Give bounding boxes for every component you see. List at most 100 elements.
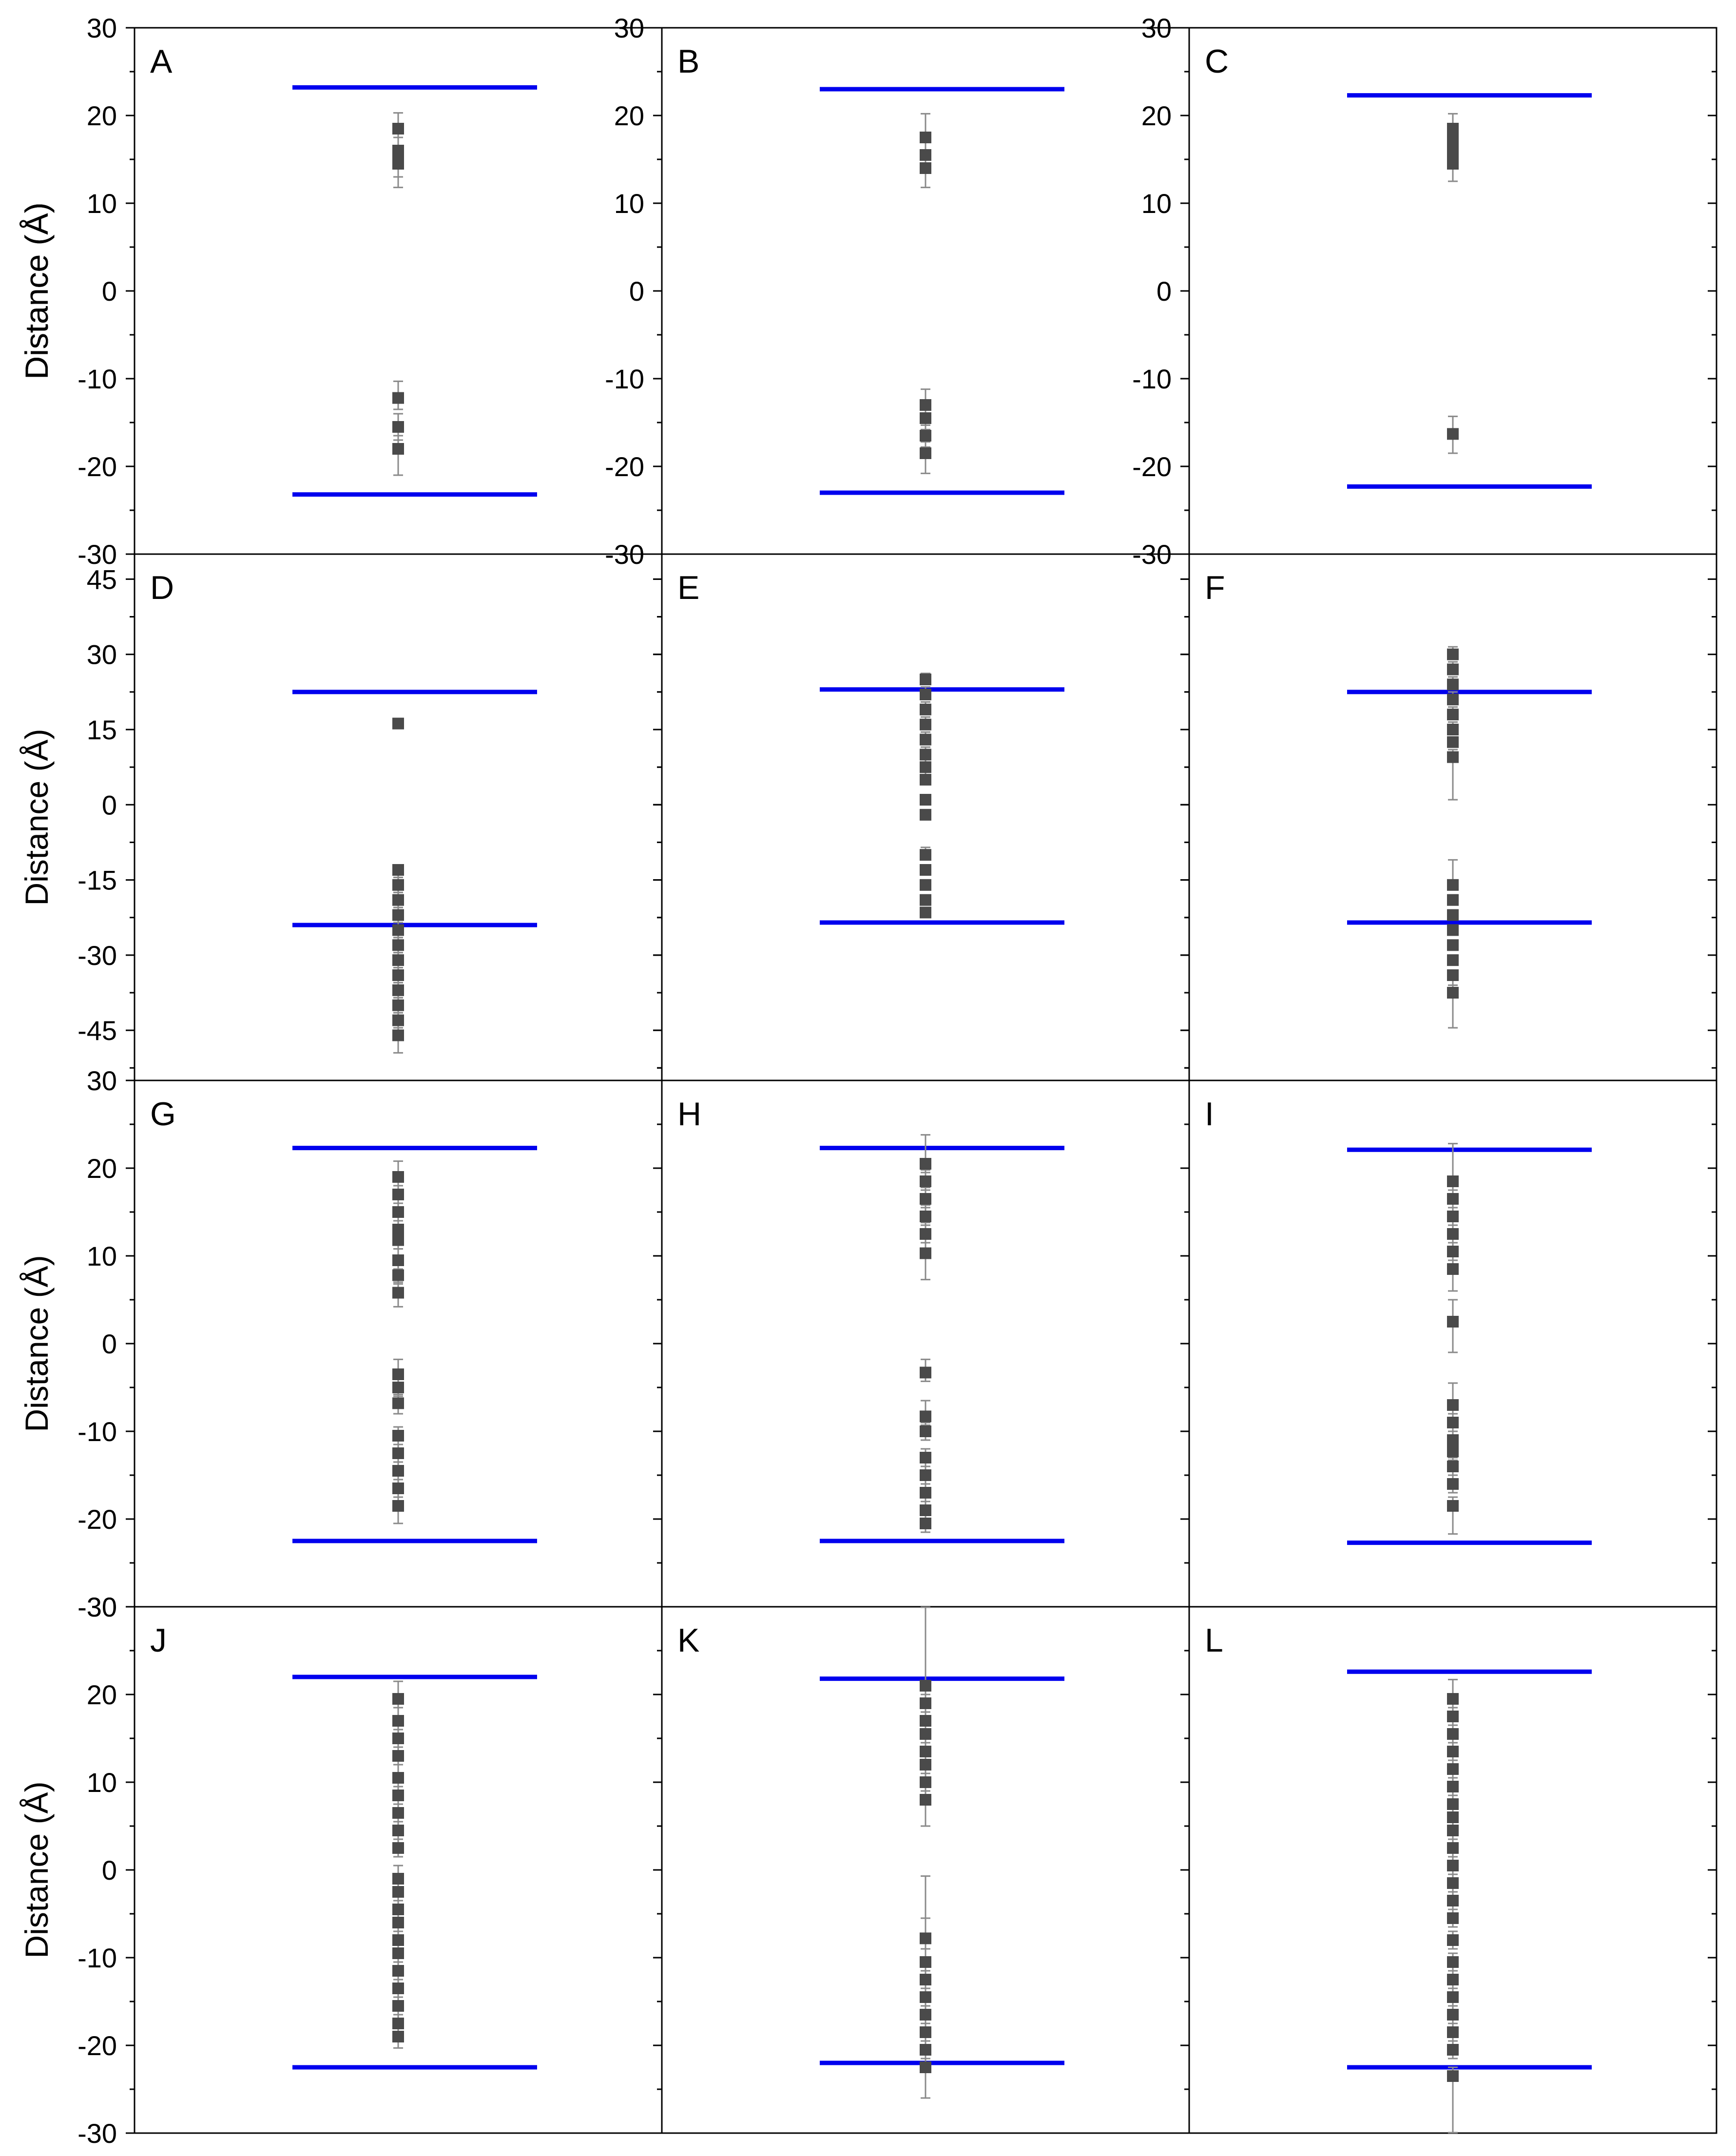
- panel-h-data-point: [920, 1425, 931, 1437]
- panel-d-data-point: [392, 969, 404, 981]
- panel-b-data-point: [920, 430, 931, 442]
- panel-l-data-point: [1447, 2026, 1459, 2038]
- panel-k-data-point: [920, 2061, 931, 2073]
- panel-l-data-point: [1447, 2009, 1459, 2021]
- panel-f-data-point: [1447, 954, 1459, 966]
- panel-h-data-point: [920, 1410, 931, 1423]
- panel-c-data-point: [1447, 428, 1459, 440]
- panel-l-data-point: [1447, 1895, 1459, 1906]
- panel-j-tick-label: 20: [87, 1679, 117, 1710]
- panel-k-data-point: [920, 1715, 931, 1727]
- panel-l-data-point: [1447, 1728, 1459, 1740]
- panel-h-data-point: [920, 1452, 931, 1463]
- panel-i-data-point: [1447, 1228, 1459, 1240]
- panel-c-tick-label: -10: [1132, 364, 1172, 394]
- panel-g-data-point: [392, 1206, 404, 1218]
- panel-j-ylabel: Distance (Å): [19, 1781, 55, 1958]
- panel-d-data-point: [392, 924, 404, 936]
- panel-j-data-point: [392, 1842, 404, 1854]
- panel-d-data-point: [392, 954, 404, 966]
- panel-e-letter: E: [677, 569, 699, 606]
- panel-c-data-point: [1447, 158, 1459, 170]
- panel-f-data-point: [1447, 724, 1459, 735]
- panel-i-data-point: [1447, 1445, 1459, 1458]
- panel-c-tick-label: -20: [1132, 451, 1172, 482]
- panel-g-tick-label: -10: [77, 1416, 117, 1447]
- panel-a-tick-label: -30: [77, 539, 117, 570]
- panel-f-data-point: [1447, 924, 1459, 936]
- panel-f-data-point: [1447, 663, 1459, 675]
- panel-j-tick-label: 10: [87, 1767, 117, 1798]
- panel-i-data-point: [1447, 1461, 1459, 1472]
- panel-g-data-point: [392, 1465, 404, 1477]
- panel-h-data-point: [920, 1228, 931, 1240]
- panel-e-data-point: [920, 773, 931, 786]
- panel-a-tick-label: 10: [87, 188, 117, 219]
- panel-j-data-point: [392, 2000, 404, 2012]
- panel-f-data-point: [1447, 939, 1459, 951]
- panel-c-tick-label: 0: [1157, 276, 1172, 307]
- panel-j-tick-label: -20: [77, 2030, 117, 2061]
- panel-k-data-point: [920, 1680, 931, 1692]
- panel-k-data-point: [920, 1697, 931, 1709]
- panel-j-tick-label: -10: [77, 1943, 117, 1973]
- panel-b-tick-label: 10: [614, 188, 644, 219]
- panel-g-tick-label: 0: [102, 1328, 117, 1359]
- panel-f-data-point: [1447, 879, 1459, 891]
- panel-j-data-point: [392, 1965, 404, 1977]
- panel-i-data-point: [1447, 1175, 1459, 1187]
- panel-l-letter: L: [1205, 1622, 1223, 1659]
- panel-b-tick-label: -20: [605, 451, 644, 482]
- panel-k-letter: K: [677, 1622, 699, 1659]
- panel-j-data-point: [392, 1807, 404, 1819]
- panel-c-ylabel: Distance (Å): [19, 202, 55, 379]
- panel-i-data-point: [1447, 1417, 1459, 1428]
- panel-l-data-point: [1447, 1798, 1459, 1810]
- panel-j-data-point: [392, 1732, 404, 1744]
- panel-k-data-point: [920, 1794, 931, 1806]
- panel-j-data-point: [392, 1750, 404, 1762]
- panel-i-data-point: [1447, 1211, 1459, 1222]
- panel-f-data-point: [1447, 894, 1459, 906]
- panel-g-tick-label: 10: [87, 1241, 117, 1271]
- panel-c-frame: [1188, 27, 1717, 555]
- panel-e-data-point: [920, 808, 931, 821]
- panel-d-data-point: [392, 1029, 404, 1041]
- panel-b-frame: [661, 27, 1190, 555]
- panel-d-data-point: [392, 939, 404, 951]
- panel-k-data-point: [920, 1746, 931, 1757]
- panel-k-data-point: [920, 1991, 931, 2003]
- panel-h-data-point: [920, 1367, 931, 1379]
- panel-a-data-point: [392, 123, 404, 135]
- panel-f-data-point: [1447, 648, 1459, 660]
- panel-a-data-point: [392, 421, 404, 433]
- panel-e-data-point: [920, 674, 931, 686]
- panel-b-data-point: [920, 149, 931, 161]
- panel-e-data-point: [920, 749, 931, 761]
- panel-i-data-point: [1447, 1193, 1459, 1205]
- panel-b-data-point: [920, 412, 931, 424]
- panel-d-data-point: [392, 864, 404, 876]
- panel-k-data-point: [920, 1728, 931, 1740]
- panel-f-data-point: [1447, 751, 1459, 763]
- panel-f-letter: F: [1205, 569, 1225, 606]
- panel-b-data-point: [920, 447, 931, 459]
- panel-h-data-point: [920, 1158, 931, 1170]
- panel-h-data-point: [920, 1469, 931, 1481]
- panel-f-data-point: [1447, 693, 1459, 706]
- panel-k-data-point: [920, 1759, 931, 1771]
- panel-g-data-point: [392, 1171, 404, 1183]
- panel-d-data-point: [392, 909, 404, 921]
- panel-e-data-point: [920, 794, 931, 806]
- panel-f-data-point: [1447, 709, 1459, 721]
- panel-d-tick-label: 15: [87, 714, 117, 745]
- panel-f-data-point: [1447, 969, 1459, 981]
- panel-g-letter: G: [150, 1096, 176, 1133]
- panel-c-letter: C: [1205, 43, 1229, 80]
- panel-j-data-point: [392, 1715, 404, 1727]
- panel-g-data-point: [392, 1269, 404, 1281]
- panel-e-data-point: [920, 894, 931, 906]
- panel-j-data-point: [392, 1947, 404, 1959]
- panel-b-ylabel: Distance (Å): [19, 202, 55, 379]
